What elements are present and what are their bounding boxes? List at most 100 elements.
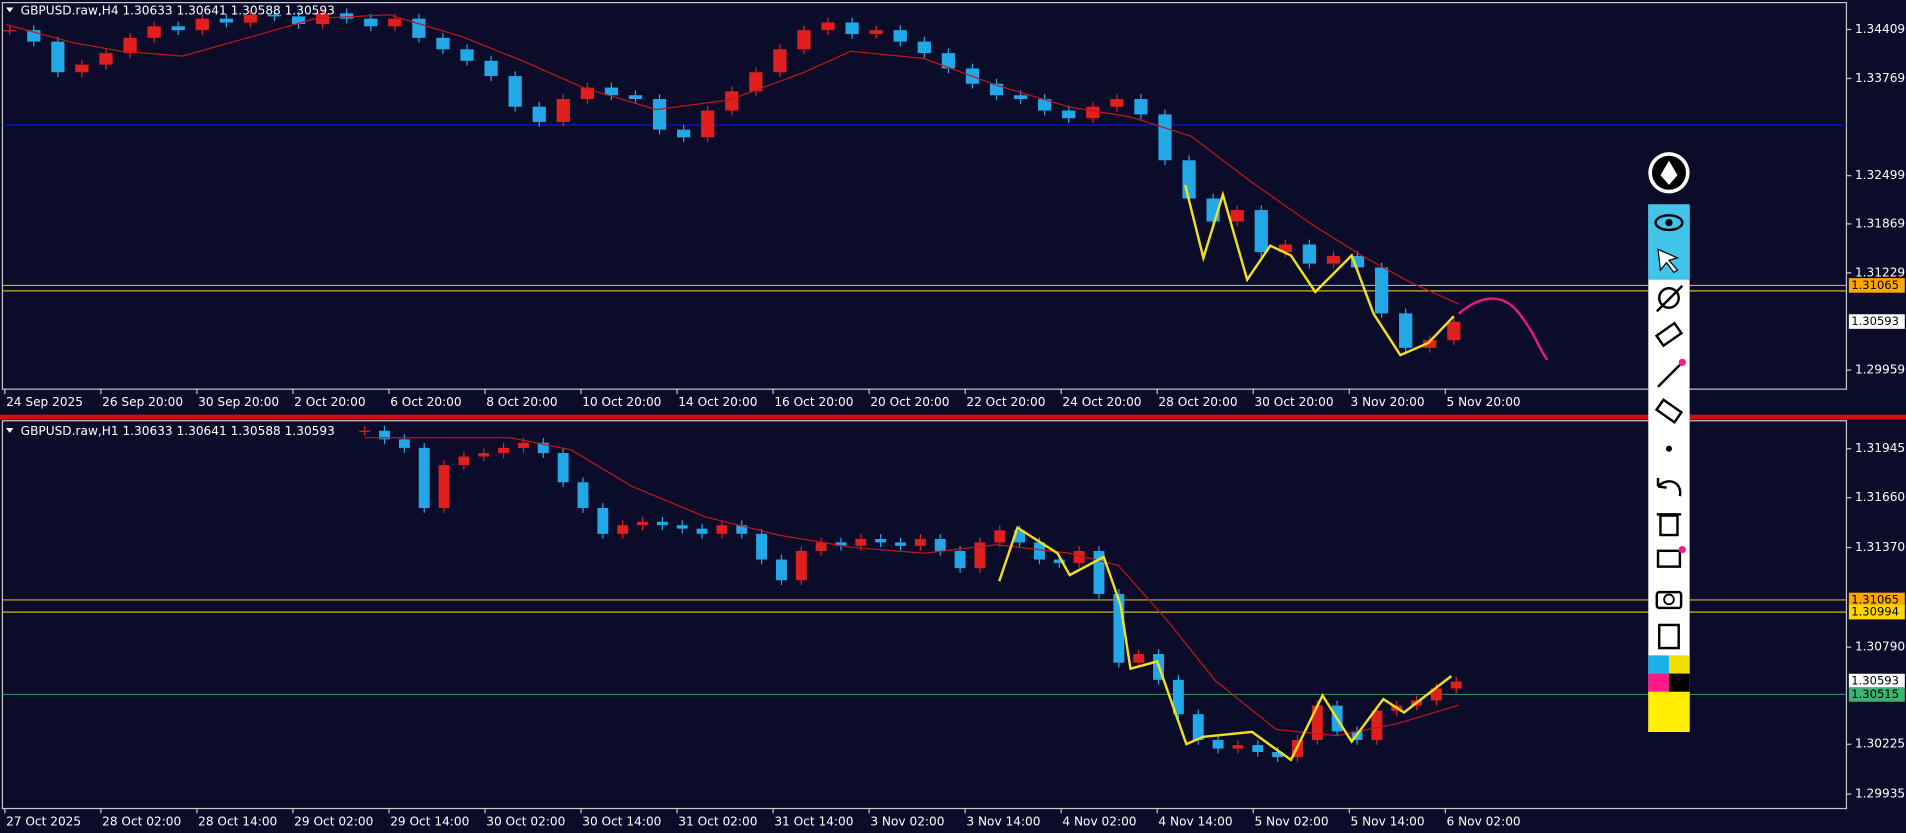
candle xyxy=(147,26,161,38)
candle xyxy=(994,530,1006,543)
candle xyxy=(749,72,763,92)
x-tick-label: 22 Oct 20:00 xyxy=(966,395,1045,409)
price-tag xyxy=(1848,314,1905,329)
candle xyxy=(388,18,402,27)
y-tick-label: 1.30790 xyxy=(1855,640,1905,654)
candle xyxy=(797,30,811,50)
candle xyxy=(914,538,926,546)
x-tick-label: 29 Oct 14:00 xyxy=(390,814,469,828)
candle xyxy=(1302,244,1317,264)
color-swatch[interactable] xyxy=(1668,673,1690,692)
candle xyxy=(677,129,691,138)
candle xyxy=(99,53,113,65)
y-tick-label: 1.33769 xyxy=(1855,71,1905,85)
x-tick-label: 30 Sep 20:00 xyxy=(198,395,279,409)
current-color[interactable] xyxy=(1648,691,1690,732)
candle xyxy=(974,542,986,569)
candle xyxy=(556,99,570,123)
candle xyxy=(821,22,835,31)
eye-button[interactable] xyxy=(1654,214,1684,232)
candle xyxy=(1230,210,1244,222)
candle xyxy=(1158,114,1172,161)
indicator xyxy=(1678,545,1686,554)
cursor-button[interactable] xyxy=(1657,248,1680,274)
candle xyxy=(1110,99,1124,107)
panel-frame xyxy=(1,1,1848,390)
y-tick-label: 1.31370 xyxy=(1855,540,1905,554)
candle xyxy=(1182,160,1196,199)
x-tick-label: 3 Nov 14:00 xyxy=(966,814,1040,828)
color-swatch[interactable] xyxy=(1668,655,1690,674)
x-tick-label: 24 Sep 2025 xyxy=(6,395,83,409)
x-tick-label: 31 Oct 14:00 xyxy=(774,814,853,828)
x-tick-label: 10 Oct 20:00 xyxy=(582,395,661,409)
candle xyxy=(508,76,522,107)
price-tag-label: 1.30994 xyxy=(1851,605,1899,619)
color-swatch[interactable] xyxy=(1648,673,1669,692)
candle xyxy=(557,453,569,483)
candle xyxy=(1014,530,1026,543)
x-tick-label: 31 Oct 02:00 xyxy=(678,814,757,828)
x-tick-label: 28 Oct 20:00 xyxy=(1158,395,1237,409)
candle xyxy=(243,14,258,23)
candle xyxy=(291,16,306,25)
y-tick-label: 1.29935 xyxy=(1855,787,1905,801)
pen-icon xyxy=(1660,160,1678,185)
candle xyxy=(934,538,946,551)
toolbar-active xyxy=(1648,204,1690,280)
candle xyxy=(436,37,450,50)
price-tag-label: 1.30593 xyxy=(1851,314,1899,328)
candle xyxy=(359,430,371,432)
price-tag-label: 1.31065 xyxy=(1851,278,1899,292)
line-button[interactable] xyxy=(1657,363,1681,388)
candle xyxy=(1326,255,1341,264)
candle xyxy=(1399,313,1413,348)
camera-button[interactable] xyxy=(1655,590,1683,610)
eraser-button[interactable] xyxy=(1654,398,1684,424)
candle xyxy=(815,542,827,551)
y-tick-label: 1.29959 xyxy=(1855,363,1905,377)
candle xyxy=(1093,550,1105,594)
candle xyxy=(701,110,715,138)
candle xyxy=(1073,550,1085,564)
x-tick-label: 4 Nov 14:00 xyxy=(1158,814,1232,828)
candle xyxy=(628,95,643,100)
y-tick-label: 1.32499 xyxy=(1855,168,1905,182)
x-tick-label: 30 Oct 20:00 xyxy=(1254,395,1333,409)
price-tag xyxy=(1848,687,1905,702)
board-button[interactable] xyxy=(1656,549,1682,568)
candle xyxy=(989,83,1004,96)
candle xyxy=(869,30,883,34)
candle xyxy=(855,538,867,546)
candle xyxy=(1423,340,1437,348)
dot-button[interactable] xyxy=(1665,445,1673,452)
candle xyxy=(795,550,807,581)
collapse-arrow xyxy=(6,7,14,13)
candle xyxy=(1430,688,1442,701)
candle xyxy=(123,37,137,54)
x-tick-label: 29 Oct 02:00 xyxy=(294,814,373,828)
candle xyxy=(1172,679,1184,715)
x-tick-label: 26 Sep 20:00 xyxy=(102,395,183,409)
candle xyxy=(1278,244,1292,253)
candle xyxy=(1272,751,1284,758)
clipboard-button[interactable] xyxy=(1658,623,1680,650)
candle xyxy=(412,18,426,38)
color-swatch[interactable] xyxy=(1648,655,1669,674)
candle xyxy=(580,87,594,100)
candle xyxy=(398,439,410,448)
marker-button[interactable] xyxy=(1654,321,1684,348)
y-tick-label: 1.31869 xyxy=(1855,216,1905,230)
hide-button[interactable] xyxy=(1658,287,1680,309)
candle xyxy=(1254,210,1268,253)
moving-average xyxy=(364,437,1459,737)
candle xyxy=(1350,255,1365,268)
plot-area xyxy=(2,425,1847,763)
candle xyxy=(478,453,490,457)
undo-button[interactable] xyxy=(1656,477,1682,497)
price-tag-label: 1.31065 xyxy=(1851,592,1899,606)
separator xyxy=(0,414,1906,420)
x-tick-label: 16 Oct 20:00 xyxy=(774,395,853,409)
drawing xyxy=(1457,297,1549,361)
candle xyxy=(875,538,887,543)
